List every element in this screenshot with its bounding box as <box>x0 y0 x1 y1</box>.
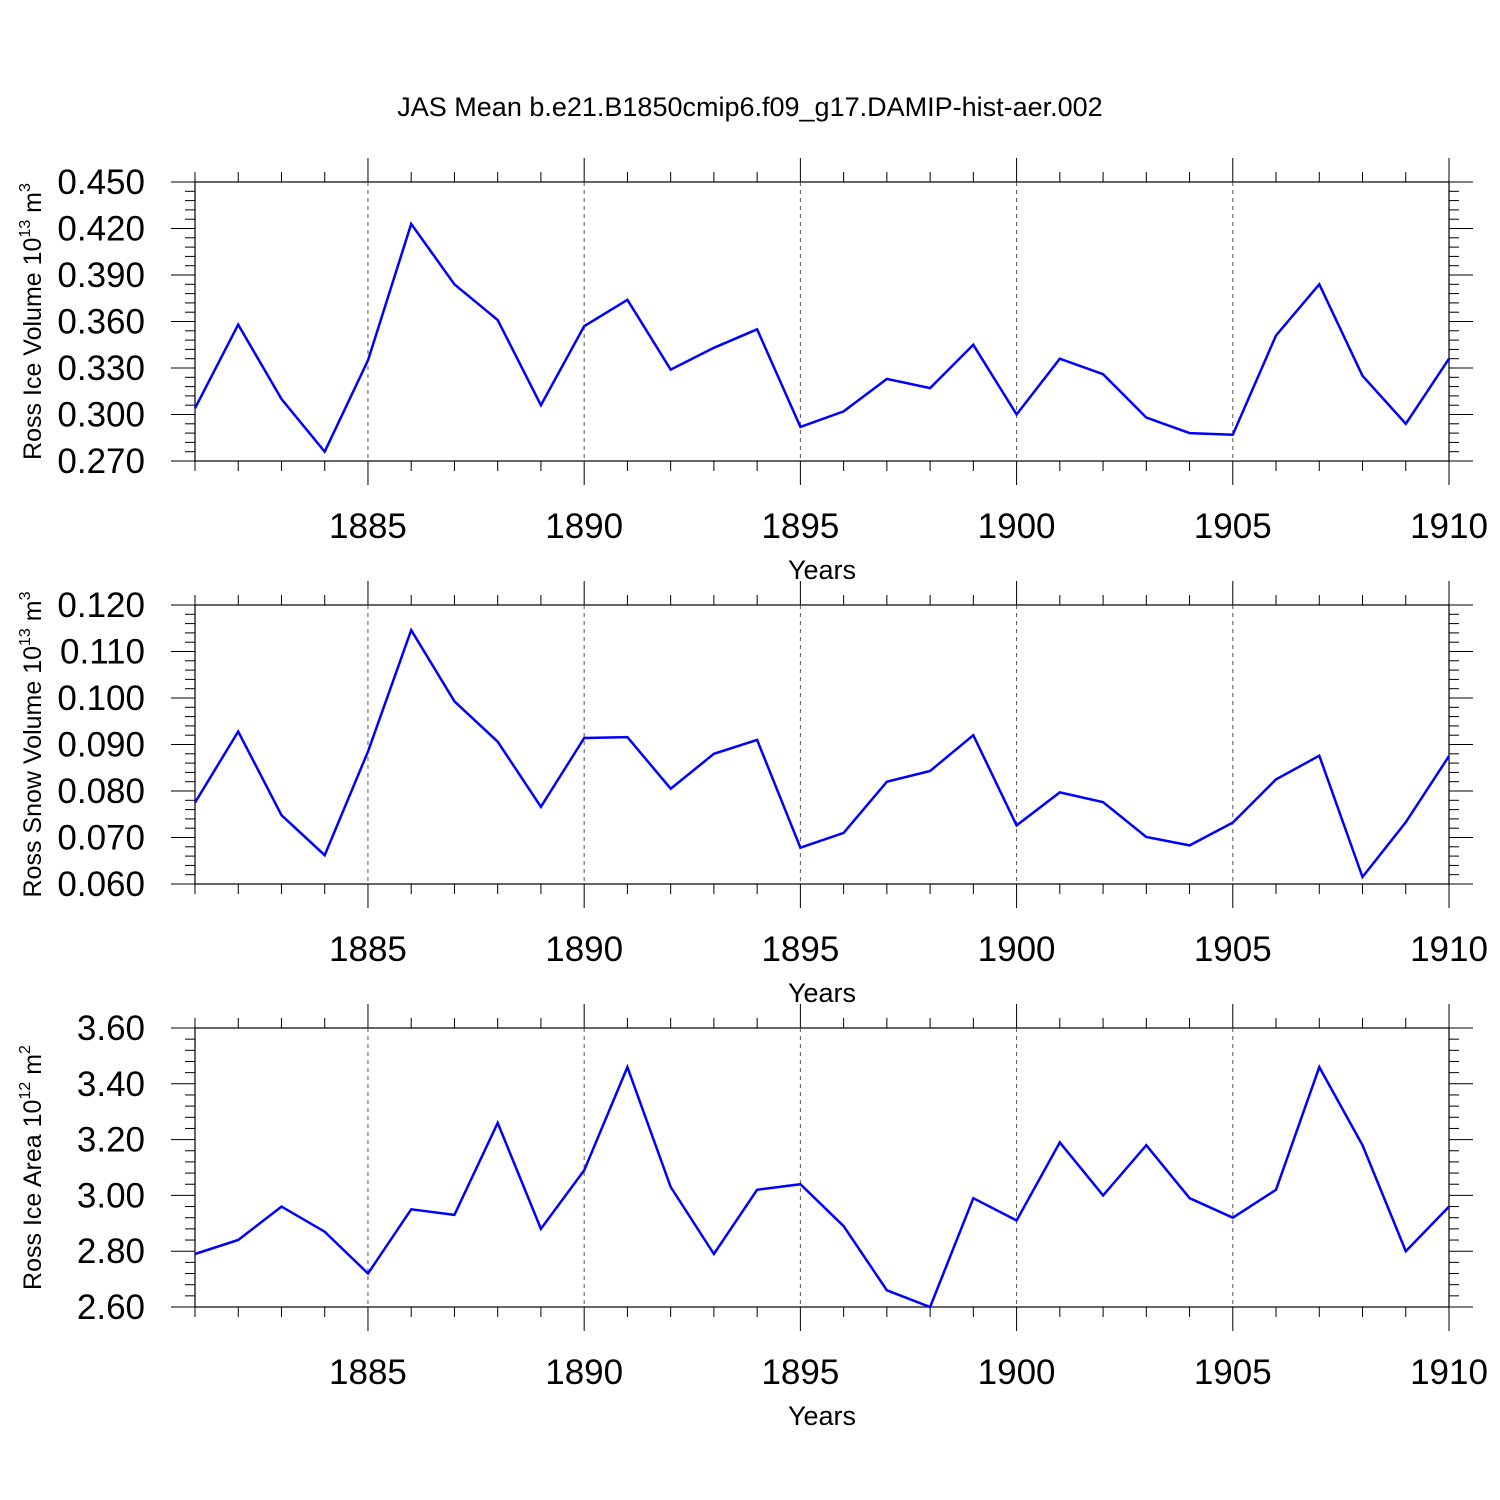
chart-panel-3: 1885 1890 1895 1900 1905 1910 2.60 2.80 3.00 3.20… <box>17 1004 1488 1431</box>
plot-frame <box>194 604 1450 885</box>
y-tick-label: 3.20 <box>77 1121 145 1160</box>
y-tick-label: 3.40 <box>77 1065 145 1104</box>
x-tick-label: 1910 <box>1410 1353 1488 1392</box>
x-tick-label: 1895 <box>761 930 839 969</box>
chart-panel-2: 1885 1890 1895 1900 1905 1910 0.060 0.070 0.080 0… <box>17 581 1488 1008</box>
y-tick-label: 0.360 <box>57 303 145 342</box>
y-tick-label: 0.060 <box>57 865 145 904</box>
series-line <box>193 221 1451 455</box>
x-axis-label: Years <box>788 1401 856 1431</box>
y-tick-label: 0.330 <box>57 349 145 388</box>
y-tick-label: 3.60 <box>77 1009 145 1048</box>
plot-frame <box>194 1027 1450 1308</box>
y-tick-label: 0.110 <box>60 633 145 672</box>
y-tick-label: 0.270 <box>57 442 145 481</box>
series-line <box>193 627 1451 880</box>
series-line <box>194 1063 1450 1309</box>
y-axis-label: Ross Ice Area 1012 m2 <box>17 1045 47 1290</box>
y-tick-label: 0.450 <box>57 163 145 202</box>
x-tick-label: 1890 <box>545 507 623 546</box>
chart-panel-1: 1885 1890 1895 1900 1905 1910 0.270 0.300 0.330 0… <box>17 158 1488 585</box>
x-tick-label: 1910 <box>1410 930 1488 969</box>
x-tick-label: 1885 <box>329 507 407 546</box>
figure-title: JAS Mean b.e21.B1850cmip6.f09_g17.DAMIP-… <box>397 92 1103 122</box>
x-tick-label: 1910 <box>1410 507 1488 546</box>
y-tick-label: 0.100 <box>57 679 145 718</box>
x-tick-label: 1885 <box>329 930 407 969</box>
x-tick-label: 1895 <box>761 1353 839 1392</box>
y-axis-label: Ross Ice Volume 1013 m3 <box>17 183 47 460</box>
x-tick-label: 1900 <box>978 1353 1056 1392</box>
x-tick-label: 1900 <box>978 930 1056 969</box>
x-tick-label: 1905 <box>1194 1353 1272 1392</box>
x-axis-label: Years <box>788 555 856 585</box>
x-tick-label: 1890 <box>545 930 623 969</box>
y-tick-label: 0.300 <box>57 396 145 435</box>
y-tick-label: 0.070 <box>57 819 145 858</box>
x-tick-label: 1905 <box>1194 507 1272 546</box>
y-tick-label: 0.390 <box>57 256 145 295</box>
y-axis-label: Ross Snow Volume 1013 m3 <box>17 591 47 897</box>
x-tick-label: 1895 <box>761 507 839 546</box>
y-tick-label: 3.00 <box>77 1176 145 1215</box>
y-tick-label: 0.090 <box>57 726 145 765</box>
y-tick-label: 0.080 <box>57 772 145 811</box>
y-tick-label: 2.60 <box>77 1288 145 1327</box>
x-tick-label: 1905 <box>1194 930 1272 969</box>
y-tick-label: 0.420 <box>57 210 145 249</box>
x-tick-label: 1885 <box>329 1353 407 1392</box>
x-tick-label: 1890 <box>545 1353 623 1392</box>
x-tick-label: 1900 <box>978 507 1056 546</box>
y-tick-label: 2.80 <box>77 1232 145 1271</box>
y-tick-label: 0.120 <box>57 586 145 625</box>
x-axis-label: Years <box>788 978 856 1008</box>
